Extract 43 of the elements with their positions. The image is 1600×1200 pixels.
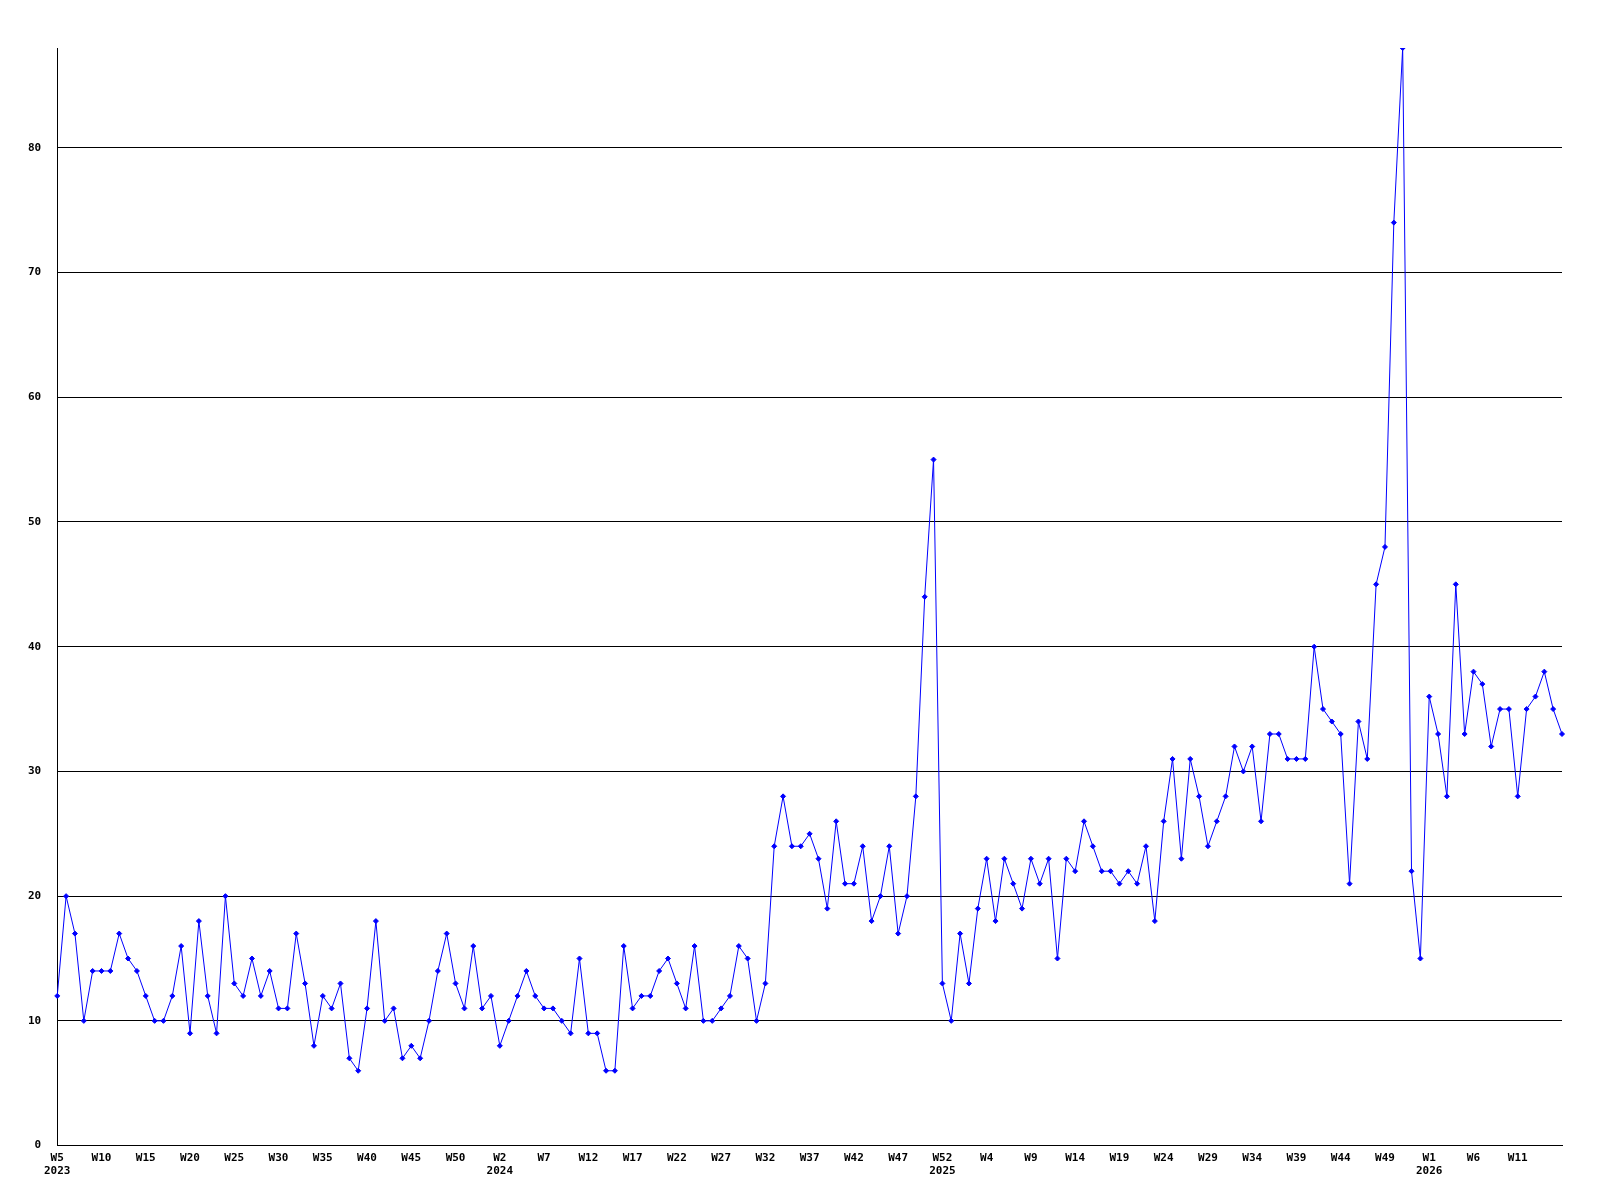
x-tick-label: W25 [224,1151,245,1165]
y-tick-label: 30 [28,764,42,778]
y-tick-label: 20 [28,889,42,902]
x-tick-label: W15 [135,1151,156,1165]
x-tick-label: W2 2024 [486,1151,514,1178]
y-tick-label: 0 [34,1138,42,1152]
x-tick-label: W22 [666,1151,687,1165]
x-tick-label: W17 [622,1151,643,1165]
y-tick-label: 10 [28,1013,42,1027]
x-tick-label: W29 [1198,1151,1218,1165]
x-tick-label: W20 [180,1151,200,1165]
x-tick-label: W42 [843,1151,864,1165]
x-tick-label: W35 [312,1151,333,1165]
x-tick-label: W49 [1375,1151,1395,1165]
x-tick-label: W52 2025 [929,1151,956,1178]
y-tick-label: 80 [28,140,42,154]
x-tick-label: W24 [1153,1151,1174,1165]
x-tick-label: W45 [401,1151,422,1165]
x-tick-label: W9 [1024,1151,1038,1165]
x-tick-label: W4 [980,1151,994,1165]
x-tick-label: W14 [1065,1151,1086,1165]
x-tick-label: W1 2026 [1415,1151,1443,1178]
x-tick-label: W34 [1242,1151,1263,1165]
x-tick-label: W11 [1507,1151,1529,1165]
x-tick-label: W12 [578,1151,599,1165]
x-tick-label: W44 [1330,1151,1352,1165]
x-tick-label: W5 2023 [44,1151,71,1178]
x-tick-label: W37 [799,1151,820,1165]
x-tick-label: W7 [537,1151,551,1165]
y-tick-label: 50 [28,514,42,528]
y-tick-label: 60 [28,390,42,404]
x-tick-label: W10 [91,1151,112,1165]
x-tick-label: W50 [445,1151,466,1165]
x-tick-label: W30 [268,1151,289,1165]
x-tick-label: W6 [1466,1151,1481,1165]
y-tick-label: 40 [28,639,42,653]
x-tick-label: W27 [711,1151,732,1165]
y-tick-label: 70 [28,265,42,279]
x-tick-label: W40 [357,1151,377,1165]
x-tick-label: W32 [755,1151,776,1165]
x-tick-label: W47 [888,1151,909,1165]
x-tick-label: W39 [1286,1151,1307,1165]
x-tick-label: W19 [1109,1151,1130,1165]
